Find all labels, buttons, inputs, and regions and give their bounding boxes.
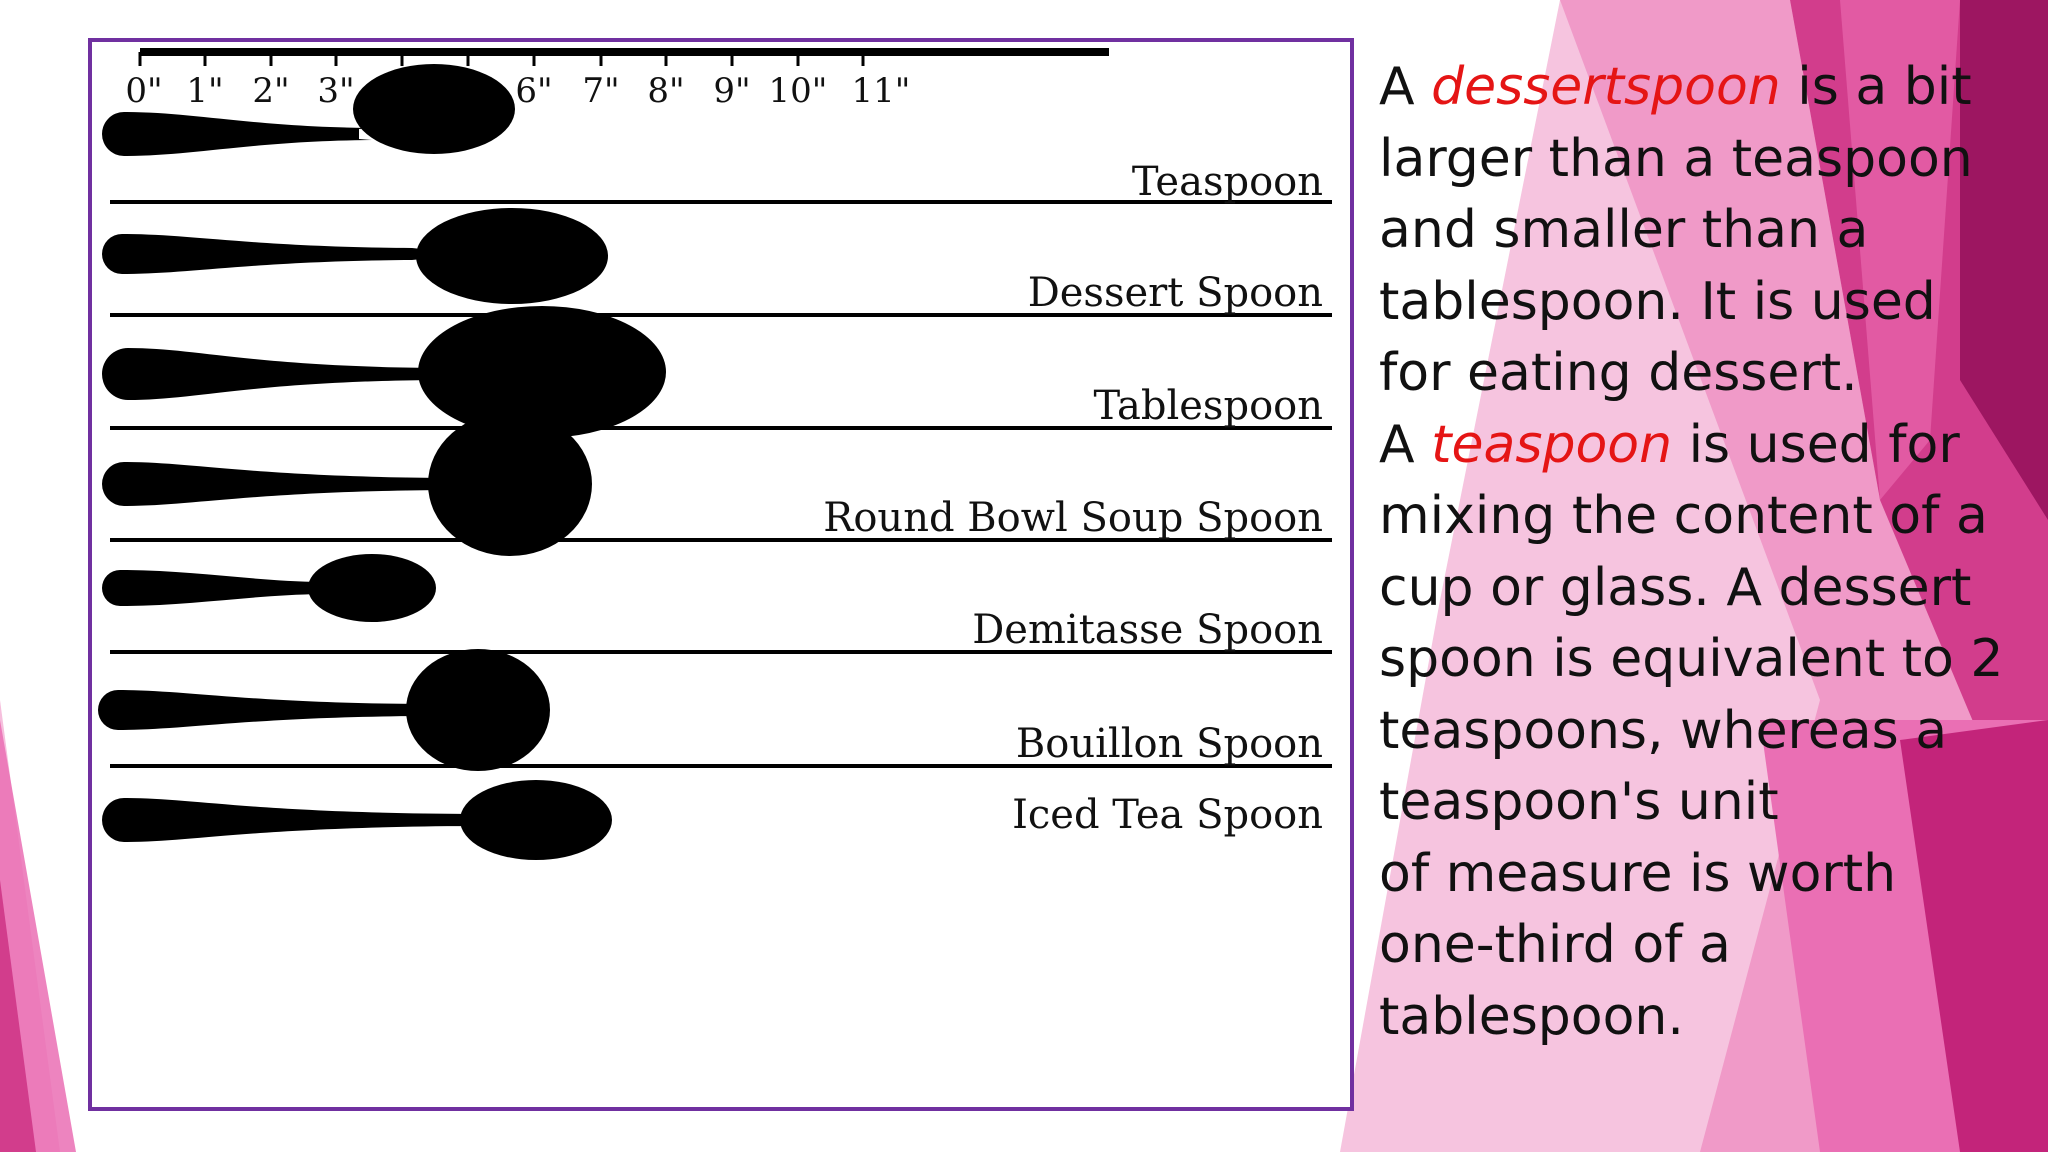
row-divider bbox=[110, 650, 1332, 654]
bg-facet-deep bbox=[1960, 0, 2048, 520]
term-dessertspoon: dessertspoon bbox=[1431, 57, 1781, 117]
ruler-tick-label: 8" bbox=[647, 71, 684, 111]
description-line: A dessertspoon is a bit bbox=[1379, 57, 1972, 117]
bg-facet-lower-dark bbox=[1900, 720, 2048, 1152]
ruler-tick bbox=[466, 52, 470, 66]
description-line: larger than a teaspoon bbox=[1379, 128, 1973, 189]
spoon-row: Bouillon Spoon bbox=[98, 649, 1332, 771]
ruler-tick-label: 9" bbox=[713, 71, 750, 111]
spoon-silhouette bbox=[102, 306, 666, 438]
bg-facet-hot bbox=[1840, 0, 1960, 500]
description-line: mixing the content of a bbox=[1379, 486, 1988, 546]
ruler-tick bbox=[861, 52, 865, 66]
spoon-size-chart: 0"1"2"3"4"5"6"7"8"9"10"11" TeaspoonDesse… bbox=[88, 38, 1354, 1111]
spoon-label: Demitasse Spoon bbox=[972, 607, 1323, 653]
spoon-handle bbox=[102, 112, 372, 156]
ruler-tick bbox=[532, 52, 536, 66]
description-line: teaspoons, whereas a bbox=[1379, 700, 1948, 761]
ruler-bar bbox=[140, 48, 1109, 56]
description-line: A teaspoon is used for bbox=[1379, 414, 1960, 475]
spoon-rows: Teaspoon Dessert Spoon Tablespoon Round Bow… bbox=[98, 64, 1332, 860]
spoon-label: Dessert Spoon bbox=[1028, 270, 1323, 316]
ruler-tick bbox=[730, 52, 734, 66]
spoon-bowl bbox=[406, 649, 550, 771]
row-divider bbox=[110, 313, 1332, 317]
spoon-row: Tablespoon bbox=[102, 306, 1332, 438]
description-line: cup or glass. A dessert bbox=[1379, 557, 1972, 618]
spoon-bowl bbox=[460, 780, 612, 860]
spoon-row: Iced Tea Spoon bbox=[102, 780, 1323, 860]
ruler-tick-label: 7" bbox=[582, 71, 619, 111]
spoon-silhouette bbox=[102, 554, 436, 622]
spoon-handle bbox=[102, 570, 322, 606]
spoon-label: Round Bowl Soup Spoon bbox=[823, 495, 1323, 541]
spoon-silhouette bbox=[102, 780, 612, 860]
description-line: of measure is worth bbox=[1379, 843, 1897, 904]
spoon-bowl bbox=[353, 64, 515, 154]
spoon-handle bbox=[102, 462, 452, 506]
ruler: 0"1"2"3"4"5"6"7"8"9"10"11" bbox=[125, 48, 1109, 111]
description-line: for eating dessert. bbox=[1379, 343, 1858, 403]
ruler-tick-label: 0" bbox=[125, 71, 162, 111]
description-line: tablespoon. bbox=[1379, 986, 1684, 1047]
ruler-tick-label: 6" bbox=[515, 71, 552, 111]
ruler-tick bbox=[599, 52, 603, 66]
spoon-label: Tablespoon bbox=[1093, 383, 1323, 429]
ruler-tick bbox=[269, 52, 273, 66]
spoon-silhouette bbox=[98, 649, 550, 771]
spoon-handle bbox=[102, 798, 472, 842]
spoon-bowl bbox=[416, 208, 608, 304]
spoon-row: Demitasse Spoon bbox=[102, 554, 1332, 654]
ruler-tick-label: 10" bbox=[769, 71, 828, 111]
row-divider bbox=[110, 764, 1332, 768]
row-divider bbox=[110, 426, 1332, 430]
spoon-silhouette bbox=[102, 208, 608, 304]
ruler-tick bbox=[664, 52, 668, 66]
spoon-handle bbox=[102, 348, 442, 400]
description-line: teaspoon's unit bbox=[1379, 772, 1779, 832]
description-line: tablespoon. It is used bbox=[1379, 271, 1936, 332]
description-line: spoon is equivalent to 2 bbox=[1379, 629, 2004, 689]
spoon-label: Iced Tea Spoon bbox=[1012, 792, 1323, 838]
ruler-tick-label: 1" bbox=[186, 71, 223, 111]
spoon-label: Teaspoon bbox=[1132, 159, 1323, 205]
term-teaspoon: teaspoon bbox=[1431, 414, 1673, 475]
row-divider bbox=[110, 200, 1332, 204]
ruler-tick bbox=[796, 52, 800, 66]
ruler-tick bbox=[400, 52, 404, 66]
ruler-tick-label: 2" bbox=[252, 71, 289, 111]
spoon-bowl bbox=[418, 306, 666, 438]
spoon-size-illustration: 0"1"2"3"4"5"6"7"8"9"10"11" TeaspoonDesse… bbox=[98, 48, 1332, 860]
ruler-tick bbox=[334, 52, 338, 66]
ruler-tick-label: 11" bbox=[852, 71, 911, 111]
spoon-handle bbox=[98, 690, 422, 730]
spoon-label: Bouillon Spoon bbox=[1016, 721, 1323, 767]
spoon-bowl bbox=[308, 554, 436, 622]
spoon-row: Teaspoon bbox=[102, 64, 1332, 205]
spoon-bowl bbox=[428, 412, 592, 556]
bg-left-wedge-dark bbox=[0, 880, 36, 1152]
ruler-tick bbox=[203, 52, 207, 66]
ruler-tick-label: 3" bbox=[317, 71, 354, 111]
spoon-silhouette bbox=[102, 412, 592, 556]
ruler-tick bbox=[138, 52, 142, 66]
row-divider bbox=[110, 538, 1332, 542]
spoon-description: A dessertspoon is a bit larger than a te… bbox=[1379, 52, 2039, 1053]
spoon-handle bbox=[102, 234, 422, 274]
description-line: and smaller than a bbox=[1379, 200, 1869, 260]
spoon-row: Round Bowl Soup Spoon bbox=[102, 412, 1332, 556]
spoon-silhouette bbox=[102, 64, 515, 156]
description-line: one-third of a bbox=[1379, 915, 1731, 975]
spoon-row: Dessert Spoon bbox=[102, 208, 1332, 317]
